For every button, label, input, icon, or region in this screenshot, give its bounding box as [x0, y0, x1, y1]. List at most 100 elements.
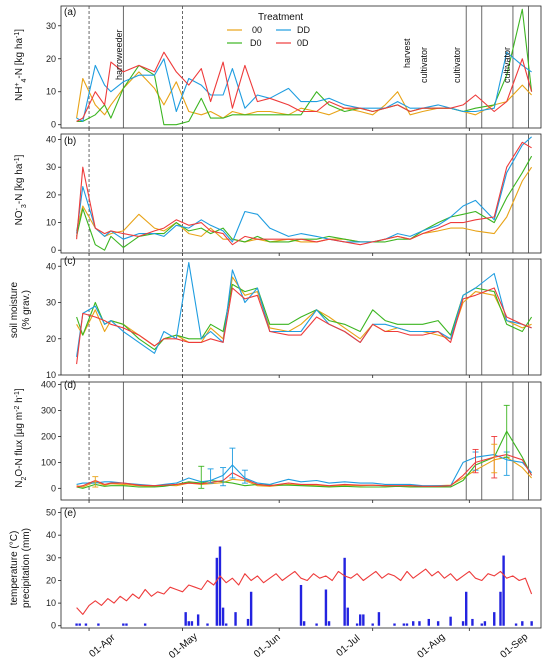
panel-e-tag: (e)	[64, 508, 76, 519]
temperature-line	[76, 568, 533, 615]
precipitation-bar	[215, 557, 219, 626]
precipitation-bar	[427, 618, 430, 626]
precipitation-bar	[324, 589, 328, 626]
panel-c-tag: (c)	[64, 256, 76, 267]
precipitation-bar	[346, 607, 349, 626]
precipitation-bar	[521, 621, 524, 626]
panel-e-ytick-label: 20	[46, 575, 56, 585]
x-tick-01-may: 01-May	[167, 631, 200, 661]
precipitation-bar	[187, 621, 190, 626]
precipitation-bar	[402, 623, 406, 626]
precipitation-bar	[418, 621, 421, 626]
panel-e-ytick-label: 30	[46, 553, 56, 563]
svg-text:(% grav.): (% grav.)	[21, 290, 32, 330]
precipitation-bar	[461, 621, 465, 626]
panel-a-series-0D	[76, 51, 533, 122]
x-tick-01-apr: 01-Apr	[87, 632, 118, 660]
y-label-a: NH+4-N [kg ha-1]	[14, 29, 28, 101]
precipitation-bar	[234, 612, 237, 626]
precipitation-bar	[221, 607, 225, 626]
panel-e: (e) 0 10 20 30 40 50	[46, 508, 542, 631]
panel-b-frame	[60, 133, 542, 254]
panel-e-ytick-label: 40	[46, 530, 56, 540]
precipitation-bar	[464, 591, 468, 626]
panel-d-ytick-label: 0	[51, 483, 56, 493]
precipitation-bar	[184, 612, 187, 626]
panel-b-ytick-label: 20	[46, 190, 56, 200]
precipitation-bar	[84, 623, 88, 626]
panel-e-ytick-label: 10	[46, 598, 56, 608]
legend-title: Treatment	[258, 12, 303, 23]
svg-text:temperature (°C): temperature (°C)	[9, 531, 20, 606]
precipitation-bar	[315, 623, 318, 626]
panel-d: (d) 0 100 200 300 400	[41, 380, 542, 503]
svg-text:precipitation (mm): precipitation (mm)	[21, 528, 32, 608]
panel-c-series-0D	[76, 287, 532, 365]
panel-c-series-00	[76, 276, 532, 347]
precipitation-bar	[97, 623, 100, 626]
legend: Treatment 00 D0 DD 0D	[227, 12, 310, 48]
event-label-harvest: harvest	[402, 38, 412, 68]
panel-d-series-D0	[76, 430, 533, 489]
precipitation-bar	[405, 623, 409, 626]
panel-b-series-0D	[76, 141, 532, 246]
panel-d-series-0D	[76, 454, 533, 488]
panel-b-ytick-label: 10	[46, 218, 56, 228]
panel-c-series-DD	[76, 262, 532, 357]
svg-text:soil moisture: soil moisture	[9, 282, 20, 339]
precipitation-bar	[371, 623, 374, 626]
panel-d-ytick-label: 100	[41, 457, 56, 467]
precipitation-bar	[125, 623, 128, 626]
panel-b-series-D0	[76, 155, 533, 251]
panel-c-series-D0	[76, 283, 533, 351]
precipitation-bar	[224, 623, 228, 626]
legend-label-0D: 0D	[297, 38, 309, 48]
precipitation-bar	[471, 618, 474, 626]
panel-d-ytick-label: 400	[41, 380, 56, 390]
panel-d-ytick-label: 200	[41, 431, 56, 441]
panel-c-ytick-label: 10	[46, 370, 56, 380]
precipitation-bar	[343, 557, 346, 626]
event-label-cultivator-2: cultivator	[452, 47, 462, 83]
legend-label-D0: D0	[250, 38, 262, 48]
precipitation-bar	[299, 584, 303, 626]
precipitation-bar	[327, 621, 331, 626]
precipitation-bar	[122, 623, 125, 626]
panel-a-ytick-label: 10	[46, 87, 56, 97]
precipitation-bar	[480, 623, 483, 626]
precipitation-bar	[355, 623, 359, 626]
legend-item-00: 00	[227, 25, 262, 35]
precipitation-bar	[143, 623, 147, 626]
y-label-d: N2O-N flux [µg m-2 h-1]	[14, 388, 28, 488]
precipitation-bar	[190, 621, 194, 626]
panel-b-ytick-label: 40	[46, 135, 56, 145]
precipitation-bar	[393, 623, 396, 626]
precipitation-bar	[196, 614, 200, 626]
precipitation-bar	[499, 591, 502, 626]
precipitation-bar	[514, 623, 518, 626]
panel-d-ytick-label: 300	[41, 406, 56, 416]
precipitation-bar	[412, 621, 415, 626]
panel-c-frame	[60, 258, 542, 376]
precipitation-bar	[436, 621, 440, 626]
event-label-cultivator-3: cultivator	[502, 47, 512, 83]
panel-e-ytick-label: 0	[51, 621, 56, 631]
precipitation-bar	[206, 623, 209, 626]
precipitation-bar	[483, 621, 487, 626]
panel-a: (a) 0 10 20 30	[46, 5, 542, 131]
x-tick-01-aug: 01-Aug	[416, 632, 448, 661]
panel-b-tag: (b)	[64, 136, 76, 147]
precipitation-bar	[75, 623, 78, 626]
legend-label-00: 00	[252, 25, 262, 35]
legend-item-D0: D0	[227, 38, 262, 48]
precipitation-bar	[246, 618, 250, 626]
precipitation-bar	[530, 621, 533, 626]
panel-d-frame	[60, 381, 542, 501]
event-label-cultivator-1: cultivator	[419, 47, 429, 83]
precipitation-bar	[359, 614, 362, 626]
panel-b-series-DD	[76, 136, 532, 243]
panel-d-tag: (d)	[64, 380, 76, 391]
panel-a-frame	[60, 5, 542, 129]
precipitation-bar	[249, 591, 253, 626]
